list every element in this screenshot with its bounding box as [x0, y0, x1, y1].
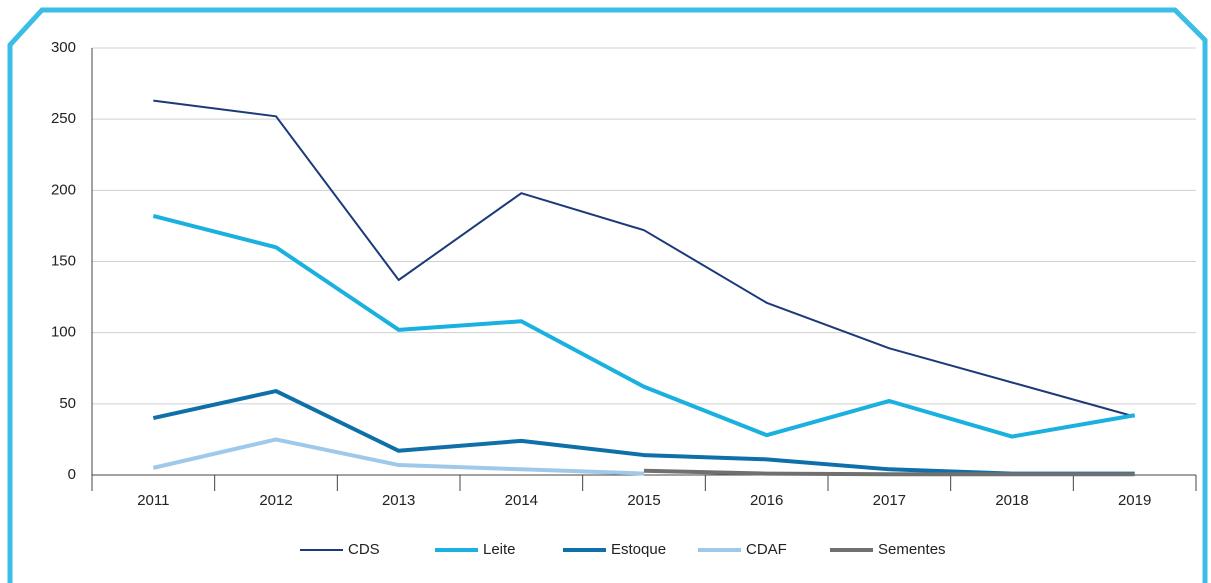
legend-label: Leite — [483, 541, 516, 558]
y-tick-label: 50 — [59, 395, 76, 412]
y-tick-label: 300 — [51, 39, 76, 56]
legend-label: CDS — [348, 541, 380, 558]
series-line — [152, 437, 645, 476]
series-line — [643, 468, 1135, 477]
y-tick-label: 150 — [51, 252, 76, 269]
x-tick-label: 2019 — [1118, 492, 1151, 509]
legend-label: CDAF — [746, 541, 787, 558]
y-tick-label: 100 — [51, 324, 76, 341]
x-tick-label: 2012 — [259, 492, 292, 509]
y-tick-label: 250 — [51, 110, 76, 127]
x-tick-label: 2018 — [995, 492, 1028, 509]
legend-label: Sementes — [878, 541, 946, 558]
series-line — [153, 99, 1135, 418]
x-tick-label: 2013 — [382, 492, 415, 509]
x-tick-label: 2014 — [505, 492, 538, 509]
x-tick-label: 2017 — [873, 492, 906, 509]
x-tick-label: 2016 — [750, 492, 783, 509]
y-tick-label: 200 — [51, 181, 76, 198]
series-line — [152, 389, 1135, 476]
y-tick-label: 0 — [68, 466, 76, 483]
frame — [7, 7, 1208, 583]
x-tick-label: 2015 — [627, 492, 660, 509]
x-tick-label: 2011 — [137, 492, 169, 509]
series-line — [152, 214, 1136, 439]
legend-label: Estoque — [611, 541, 666, 558]
